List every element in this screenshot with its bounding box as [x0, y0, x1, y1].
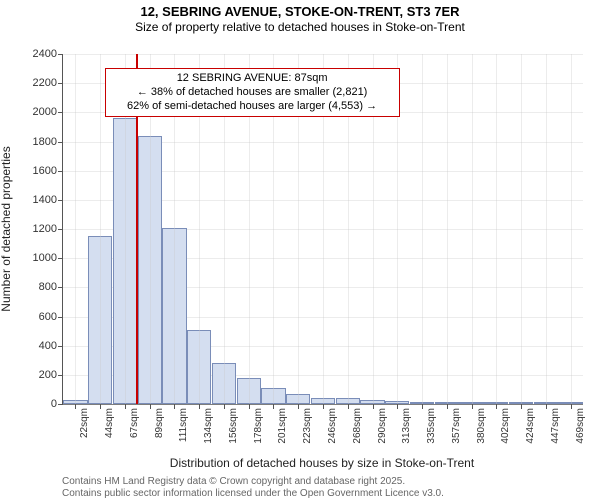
- annotation-line: ← 38% of detached houses are smaller (2,…: [111, 86, 394, 100]
- x-tick-label: 469sqm: [575, 404, 586, 444]
- x-tick-label: 246sqm: [327, 404, 338, 444]
- x-tick-mark: [199, 404, 200, 409]
- grid-line: [100, 54, 101, 404]
- y-tick-label: 1000: [33, 252, 63, 264]
- x-tick-label: 44sqm: [104, 404, 115, 438]
- y-tick-label: 1600: [33, 165, 63, 177]
- x-tick-mark: [75, 404, 76, 409]
- x-tick-label: 111sqm: [178, 404, 189, 442]
- y-tick-label: 1800: [33, 136, 63, 148]
- annotation-box: 12 SEBRING AVENUE: 87sqm← 38% of detache…: [105, 68, 400, 117]
- x-tick-mark: [224, 404, 225, 409]
- x-axis-label: Distribution of detached houses by size …: [170, 456, 474, 470]
- footer-line-1: Contains HM Land Registry data © Crown c…: [62, 476, 444, 488]
- x-tick-label: 380sqm: [476, 404, 487, 444]
- x-tick-label: 22sqm: [79, 404, 90, 438]
- y-tick-label: 600: [39, 311, 63, 323]
- grid-line: [546, 54, 547, 404]
- x-tick-mark: [397, 404, 398, 409]
- y-tick-label: 2000: [33, 106, 63, 118]
- x-tick-label: 156sqm: [228, 404, 239, 444]
- x-tick-label: 290sqm: [377, 404, 388, 444]
- x-tick-label: 67sqm: [129, 404, 140, 438]
- y-tick-label: 2200: [33, 77, 63, 89]
- y-axis-label: Number of detached properties: [0, 146, 13, 311]
- x-tick-mark: [323, 404, 324, 409]
- y-tick-label: 2400: [33, 48, 63, 60]
- x-tick-label: 268sqm: [352, 404, 363, 444]
- y-tick-label: 400: [39, 340, 63, 352]
- x-tick-mark: [422, 404, 423, 409]
- chart-subtitle: Size of property relative to detached ho…: [0, 20, 600, 34]
- grid-line: [472, 54, 473, 404]
- x-tick-mark: [125, 404, 126, 409]
- x-tick-label: 223sqm: [302, 404, 313, 444]
- grid-line: [521, 54, 522, 404]
- x-tick-mark: [100, 404, 101, 409]
- plot-area: 0200400600800100012001400160018002000220…: [62, 54, 583, 405]
- x-tick-mark: [521, 404, 522, 409]
- chart-title: 12, SEBRING AVENUE, STOKE-ON-TRENT, ST3 …: [0, 4, 600, 19]
- x-tick-mark: [298, 404, 299, 409]
- x-tick-label: 402sqm: [500, 404, 511, 444]
- x-tick-label: 178sqm: [253, 404, 264, 444]
- grid-line: [496, 54, 497, 404]
- x-tick-label: 424sqm: [525, 404, 536, 444]
- x-tick-mark: [273, 404, 274, 409]
- grid-line: [447, 54, 448, 404]
- grid-line: [571, 54, 572, 404]
- x-tick-mark: [174, 404, 175, 409]
- x-tick-label: 201sqm: [277, 404, 288, 444]
- x-tick-mark: [249, 404, 250, 409]
- x-tick-label: 447sqm: [550, 404, 561, 444]
- x-tick-label: 313sqm: [401, 404, 412, 444]
- grid-line: [75, 54, 76, 404]
- x-tick-mark: [150, 404, 151, 409]
- x-tick-mark: [472, 404, 473, 409]
- x-tick-mark: [546, 404, 547, 409]
- footer-attribution: Contains HM Land Registry data © Crown c…: [62, 476, 444, 500]
- x-tick-mark: [373, 404, 374, 409]
- x-tick-label: 89sqm: [154, 404, 165, 438]
- footer-line-2: Contains public sector information licen…: [62, 488, 444, 500]
- x-tick-mark: [496, 404, 497, 409]
- x-tick-mark: [571, 404, 572, 409]
- x-tick-label: 357sqm: [451, 404, 462, 444]
- annotation-line: 62% of semi-detached houses are larger (…: [111, 100, 394, 114]
- x-tick-mark: [348, 404, 349, 409]
- y-tick-label: 200: [39, 369, 63, 381]
- y-tick-label: 0: [51, 398, 63, 410]
- x-tick-label: 335sqm: [426, 404, 437, 444]
- annotation-line: 12 SEBRING AVENUE: 87sqm: [111, 72, 394, 86]
- y-tick-label: 800: [39, 281, 63, 293]
- y-tick-label: 1400: [33, 194, 63, 206]
- x-tick-label: 134sqm: [203, 404, 214, 444]
- grid-line: [422, 54, 423, 404]
- x-tick-mark: [447, 404, 448, 409]
- y-tick-label: 1200: [33, 223, 63, 235]
